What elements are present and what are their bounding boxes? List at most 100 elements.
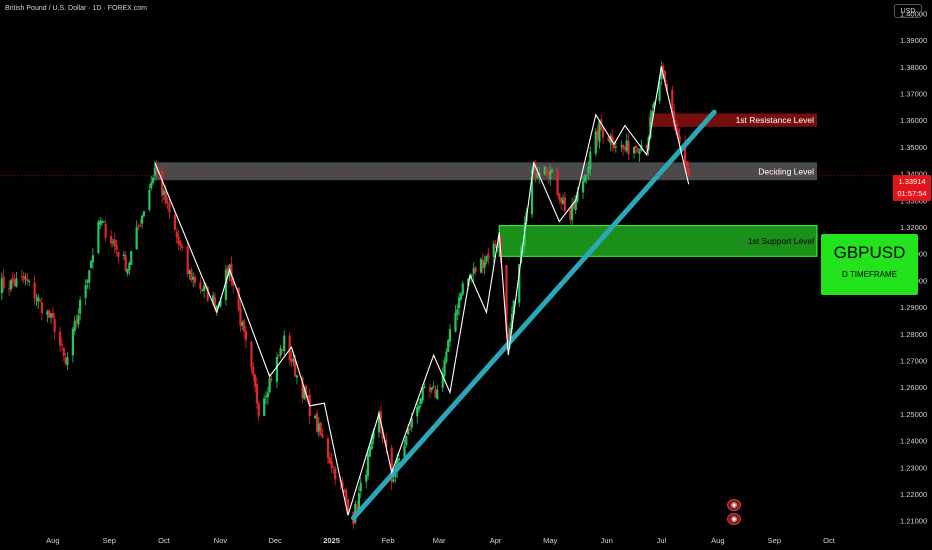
candle-body	[91, 255, 95, 262]
candle-body	[370, 437, 373, 450]
candle-body	[0, 278, 3, 293]
zone-labels-layer: 1st Resistance Level Deciding Level 1st Su…	[736, 115, 815, 246]
candle-body	[113, 239, 116, 246]
candle-body	[326, 438, 330, 458]
candle-body	[201, 290, 204, 292]
candle-body	[417, 405, 421, 410]
candle-body	[243, 320, 246, 332]
candle-body	[88, 270, 91, 283]
candle-body	[281, 349, 284, 351]
economic-event-icon[interactable]: ◉	[727, 513, 741, 525]
candle-body	[505, 264, 508, 333]
y-tick-label: 1.32000	[900, 223, 927, 232]
candle-body	[496, 246, 499, 248]
candle-body	[40, 302, 44, 314]
candle-body	[192, 276, 195, 280]
x-tick-label: Aug	[46, 536, 59, 545]
candle-body	[330, 460, 333, 468]
x-tick-label: Jun	[601, 536, 613, 545]
candle-body	[530, 169, 534, 215]
candle-body	[662, 65, 665, 72]
candle-body	[587, 166, 590, 174]
candle-body	[75, 319, 78, 323]
y-tick-label: 1.40000	[900, 9, 927, 18]
candle-body	[467, 278, 470, 286]
candle-body	[512, 300, 515, 315]
candle-body	[601, 129, 605, 138]
candle-body	[250, 341, 253, 367]
candle-body	[498, 237, 501, 247]
candle-body	[62, 347, 65, 357]
candle-body	[509, 328, 512, 342]
candle-body	[239, 307, 242, 326]
zone-1st-support-level	[498, 225, 818, 257]
candle-body	[494, 244, 497, 249]
candle-body	[20, 276, 23, 278]
candle-body	[60, 344, 64, 346]
candle-body	[385, 440, 388, 448]
candle-body	[638, 151, 641, 154]
candle-body	[534, 164, 537, 178]
candle-body	[620, 145, 623, 147]
economic-event-icon[interactable]: ◉	[727, 499, 741, 511]
candle-body	[678, 135, 681, 144]
candle-body	[130, 251, 133, 265]
candle-body	[485, 255, 488, 262]
candle-body	[558, 193, 561, 200]
y-tick-label: 1.26000	[900, 383, 927, 392]
candle-body	[155, 167, 158, 173]
candle-body	[687, 168, 690, 177]
candle-body	[315, 413, 319, 432]
zigzag-layer	[154, 66, 690, 516]
candle-body	[443, 360, 446, 377]
candle-body	[9, 279, 13, 290]
candle-body	[356, 506, 359, 510]
candle-body	[53, 318, 56, 332]
candle-body	[213, 297, 217, 310]
candle-body	[190, 269, 193, 281]
candle-body	[448, 329, 452, 342]
candle-body	[487, 253, 490, 259]
candle-body	[583, 174, 586, 182]
currency-button[interactable]: USD	[894, 4, 922, 18]
candle-body	[303, 387, 306, 399]
candle-body	[224, 269, 228, 300]
candle-body	[346, 499, 350, 512]
candle-body	[366, 453, 370, 476]
candle-body	[59, 331, 62, 346]
candle-body	[49, 313, 53, 318]
candle-body	[38, 299, 42, 301]
candle-body	[283, 335, 286, 352]
candle-body	[257, 402, 260, 417]
candle-body	[334, 468, 337, 480]
candle-body	[454, 312, 457, 332]
candle-body	[162, 190, 166, 195]
candle-body	[179, 241, 182, 247]
zone-label: Deciding Level	[758, 166, 814, 176]
candle-body	[77, 315, 80, 325]
candle-body	[614, 146, 617, 148]
candle-body	[2, 276, 5, 289]
candle-body	[66, 356, 69, 365]
candle-body	[683, 142, 687, 164]
x-tick-label: Oct	[158, 536, 171, 545]
candle-body	[102, 221, 105, 223]
candle-body	[403, 445, 406, 457]
y-tick-label: 1.22000	[900, 490, 927, 499]
symbol-badge: GBPUSD D TIMEFRAME	[821, 234, 918, 295]
candle-body	[474, 267, 477, 273]
candle-body	[181, 246, 184, 248]
candle-body	[550, 169, 554, 172]
candle-body	[419, 398, 422, 405]
zone-label: 1st Support Level	[748, 236, 814, 246]
candle-body	[15, 278, 18, 287]
zone-deciding-level	[154, 162, 817, 181]
candle-body	[570, 205, 574, 221]
candle-body	[634, 145, 637, 149]
candle-body	[645, 145, 648, 149]
candle-body	[219, 300, 222, 307]
candle-body	[492, 243, 495, 258]
candle-body	[622, 145, 625, 149]
candle-body	[137, 225, 140, 228]
